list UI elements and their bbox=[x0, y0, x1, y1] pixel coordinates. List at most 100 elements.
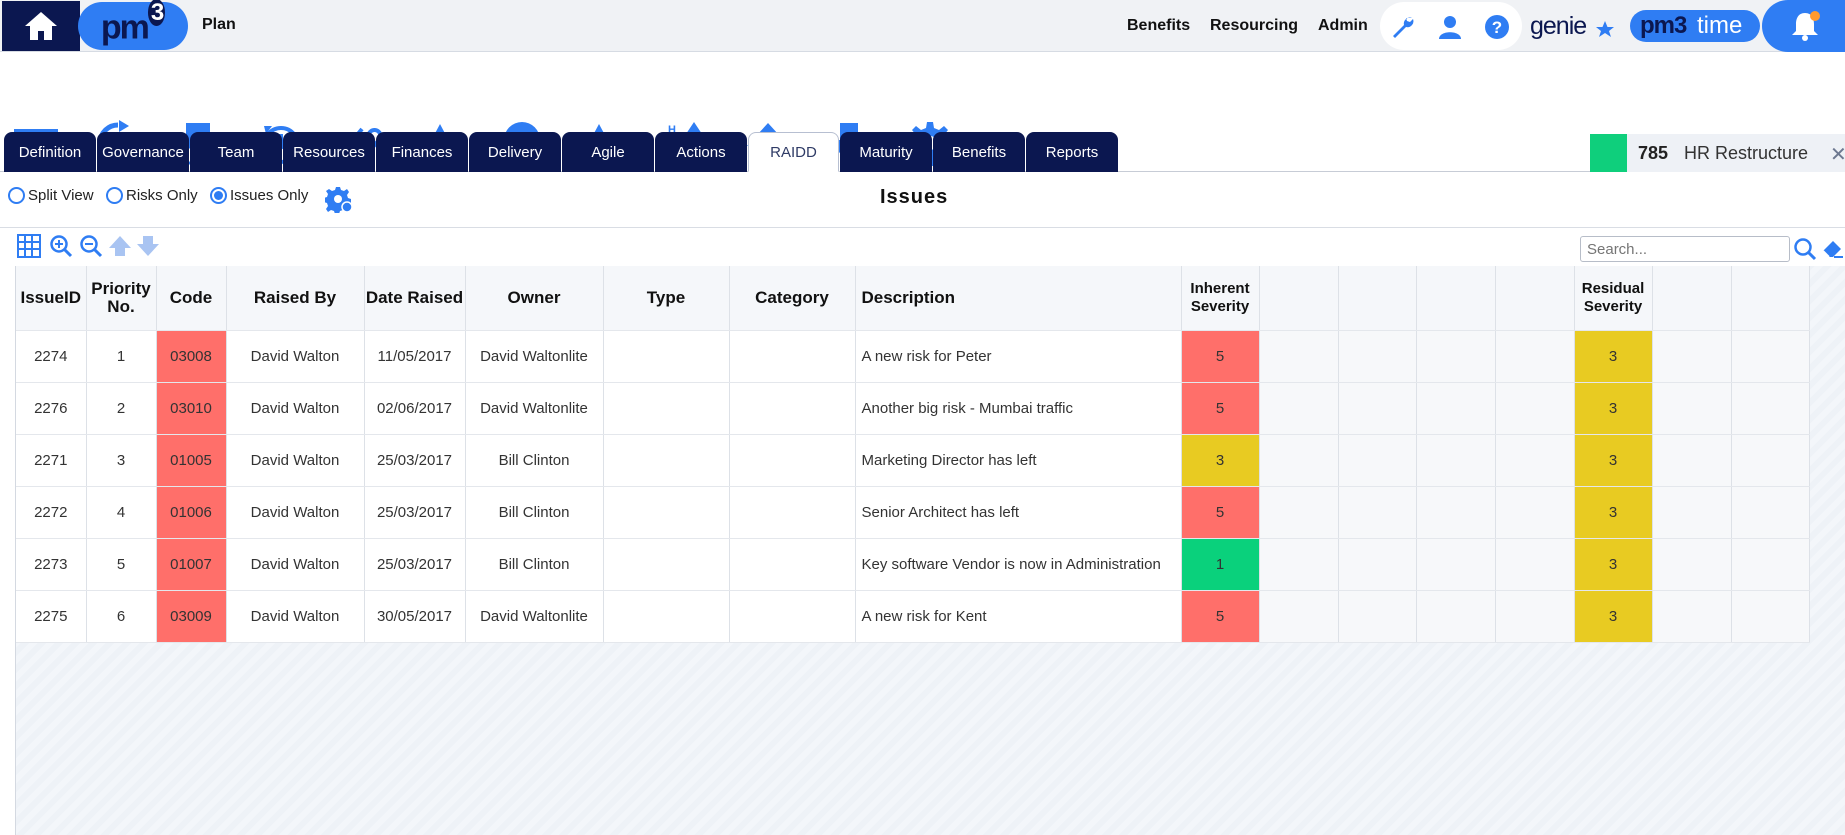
table-row[interactable]: 2274 1 03008 David Walton 11/05/2017 David Wa… bbox=[16, 330, 1810, 383]
cell-blank bbox=[1652, 330, 1732, 383]
help-icon[interactable]: ? bbox=[1484, 14, 1510, 40]
col-header-blank bbox=[1495, 266, 1575, 331]
tab-team[interactable]: Team bbox=[190, 132, 282, 172]
pm3-logo[interactable]: pm 3 bbox=[78, 0, 188, 50]
issues-grid: IssueID Priority No. Code Raised By Date… bbox=[15, 266, 1845, 835]
clear-filter-icon[interactable] bbox=[1820, 236, 1844, 260]
nav-link-resourcing[interactable]: Resourcing bbox=[1210, 17, 1299, 34]
nav-link-admin[interactable]: Admin bbox=[1318, 17, 1368, 34]
cell-owner: David Waltonlite bbox=[465, 382, 604, 435]
cell-description: Senior Architect has left bbox=[855, 486, 1182, 539]
table-row[interactable]: 2275 6 03009 David Walton 30/05/2017 David Wa… bbox=[16, 590, 1810, 643]
cell-raised-by: David Walton bbox=[226, 382, 365, 435]
nav-link-benefits[interactable]: Benefits bbox=[1127, 17, 1191, 34]
notifications-button[interactable] bbox=[1762, 0, 1845, 52]
col-header-inherent-severity[interactable]: Inherent Severity bbox=[1181, 266, 1260, 331]
search-input[interactable] bbox=[1580, 236, 1790, 262]
col-header-blank bbox=[1416, 266, 1496, 331]
tab-governance[interactable]: Governance bbox=[97, 132, 189, 172]
col-header-description[interactable]: Description bbox=[855, 266, 1182, 331]
col-header-category[interactable]: Category bbox=[729, 266, 856, 331]
table-row[interactable]: 2272 4 01006 David Walton 25/03/2017 Bill Cli… bbox=[16, 486, 1810, 539]
tab-finances[interactable]: Finances bbox=[376, 132, 468, 172]
cell-blank bbox=[1495, 434, 1575, 487]
wrench-icon[interactable] bbox=[1390, 14, 1416, 40]
cell-owner: Bill Clinton bbox=[465, 486, 604, 539]
view-options-bar bbox=[0, 172, 1845, 228]
table-row[interactable]: 2273 5 01007 David Walton 25/03/2017 Bill Cli… bbox=[16, 538, 1810, 591]
cell-blank bbox=[1416, 590, 1496, 643]
tab-resources[interactable]: Resources bbox=[283, 132, 375, 172]
cell-issue-id: 2274 bbox=[16, 330, 87, 383]
cell-blank bbox=[1652, 538, 1732, 591]
zoom-out-icon[interactable] bbox=[79, 234, 103, 258]
top-icon-group: ? bbox=[1380, 2, 1522, 50]
col-header-type[interactable]: Type bbox=[603, 266, 730, 331]
col-header-owner[interactable]: Owner bbox=[465, 266, 604, 331]
cell-blank bbox=[1731, 590, 1810, 643]
tab-agile[interactable]: Agile bbox=[562, 132, 654, 172]
radio-split-view[interactable]: Split View bbox=[8, 187, 94, 204]
view-settings-icon[interactable] bbox=[325, 185, 353, 213]
cell-raised-by: David Walton bbox=[226, 330, 365, 383]
cell-category bbox=[729, 486, 856, 539]
home-button[interactable] bbox=[2, 1, 80, 51]
cell-blank bbox=[1338, 382, 1417, 435]
tab-delivery[interactable]: Delivery bbox=[469, 132, 561, 172]
close-icon[interactable]: ✕ bbox=[1830, 144, 1845, 166]
tab-definition[interactable]: Definition bbox=[4, 132, 96, 172]
cell-type bbox=[603, 382, 730, 435]
tab-raidd[interactable]: RAIDD bbox=[748, 132, 839, 172]
page-label: Plan bbox=[202, 16, 236, 33]
tab-actions[interactable]: Actions bbox=[655, 132, 747, 172]
col-header-raised-by[interactable]: Raised By bbox=[226, 266, 365, 331]
cell-inherent-severity: 1 bbox=[1181, 538, 1260, 591]
tab-benefits[interactable]: Benefits bbox=[933, 132, 1025, 172]
cell-description: Another big risk - Mumbai traffic bbox=[855, 382, 1182, 435]
col-header-blank bbox=[1652, 266, 1732, 331]
user-icon[interactable] bbox=[1437, 14, 1463, 40]
col-header-code[interactable]: Code bbox=[156, 266, 227, 331]
genie-logo[interactable]: genie bbox=[1530, 12, 1587, 40]
cell-blank bbox=[1416, 434, 1496, 487]
project-chip[interactable] bbox=[1590, 134, 1845, 172]
cell-date-raised: 25/03/2017 bbox=[364, 434, 466, 487]
row-down-icon[interactable] bbox=[136, 234, 160, 258]
zoom-in-icon[interactable] bbox=[49, 234, 73, 258]
svg-text:?: ? bbox=[1492, 18, 1502, 37]
cell-issue-id: 2275 bbox=[16, 590, 87, 643]
row-up-icon[interactable] bbox=[108, 234, 132, 258]
cell-inherent-severity: 5 bbox=[1181, 590, 1260, 643]
tab-maturity[interactable]: Maturity bbox=[840, 132, 932, 172]
cell-blank bbox=[1338, 486, 1417, 539]
cell-category bbox=[729, 382, 856, 435]
grid-columns-icon[interactable] bbox=[17, 234, 41, 258]
cell-category bbox=[729, 330, 856, 383]
col-header-issueid[interactable]: IssueID bbox=[16, 266, 87, 331]
cell-date-raised: 02/06/2017 bbox=[364, 382, 466, 435]
genie-star-icon bbox=[1596, 21, 1614, 37]
cell-type bbox=[603, 538, 730, 591]
search-icon[interactable] bbox=[1793, 237, 1817, 261]
cell-priority: 5 bbox=[86, 538, 157, 591]
table-row[interactable]: 2276 2 03010 David Walton 02/06/2017 David Wa… bbox=[16, 382, 1810, 435]
cell-blank bbox=[1259, 330, 1339, 383]
col-header-residual-severity[interactable]: Residual Severity bbox=[1574, 266, 1653, 331]
cell-issue-id: 2271 bbox=[16, 434, 87, 487]
cell-description: A new risk for Kent bbox=[855, 590, 1182, 643]
cell-description: A new risk for Peter bbox=[855, 330, 1182, 383]
cell-blank bbox=[1495, 590, 1575, 643]
tab-reports[interactable]: Reports bbox=[1026, 132, 1118, 172]
cell-description: Key software Vendor is now in Administra… bbox=[855, 538, 1182, 591]
cell-residual-severity: 3 bbox=[1574, 590, 1653, 643]
cell-blank bbox=[1259, 434, 1339, 487]
col-header-priority[interactable]: Priority No. bbox=[86, 266, 157, 331]
col-header-date-raised[interactable]: Date Raised bbox=[364, 266, 466, 331]
cell-date-raised: 25/03/2017 bbox=[364, 486, 466, 539]
radio-risks-only[interactable]: Risks Only bbox=[106, 187, 198, 204]
table-row[interactable]: 2271 3 01005 David Walton 25/03/2017 Bill Cli… bbox=[16, 434, 1810, 487]
cell-inherent-severity: 5 bbox=[1181, 382, 1260, 435]
project-name: HR Restructure bbox=[1684, 143, 1809, 163]
pm3-time-button[interactable]: pm3 time bbox=[1630, 10, 1760, 42]
radio-issues-only[interactable]: Issues Only bbox=[210, 187, 308, 204]
